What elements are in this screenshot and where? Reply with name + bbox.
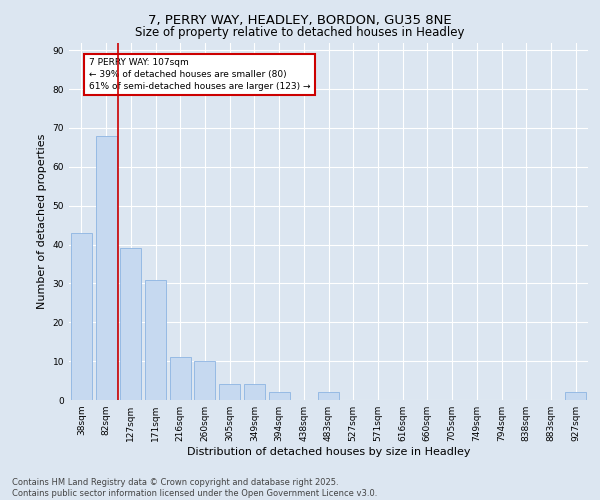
Text: Size of property relative to detached houses in Headley: Size of property relative to detached ho…: [135, 26, 465, 39]
Bar: [318, 392, 339, 400]
Y-axis label: Number of detached properties: Number of detached properties: [37, 134, 47, 309]
X-axis label: Distribution of detached houses by size in Headley: Distribution of detached houses by size …: [187, 447, 470, 457]
Bar: [145, 280, 166, 400]
Text: 7, PERRY WAY, HEADLEY, BORDON, GU35 8NE: 7, PERRY WAY, HEADLEY, BORDON, GU35 8NE: [148, 14, 452, 27]
Bar: [244, 384, 265, 400]
Text: Contains HM Land Registry data © Crown copyright and database right 2025.
Contai: Contains HM Land Registry data © Crown c…: [12, 478, 377, 498]
Bar: [71, 233, 92, 400]
Bar: [269, 392, 290, 400]
Bar: [170, 358, 191, 400]
Bar: [95, 136, 116, 400]
Bar: [120, 248, 141, 400]
Text: 7 PERRY WAY: 107sqm
← 39% of detached houses are smaller (80)
61% of semi-detach: 7 PERRY WAY: 107sqm ← 39% of detached ho…: [89, 58, 310, 90]
Bar: [194, 361, 215, 400]
Bar: [565, 392, 586, 400]
Bar: [219, 384, 240, 400]
